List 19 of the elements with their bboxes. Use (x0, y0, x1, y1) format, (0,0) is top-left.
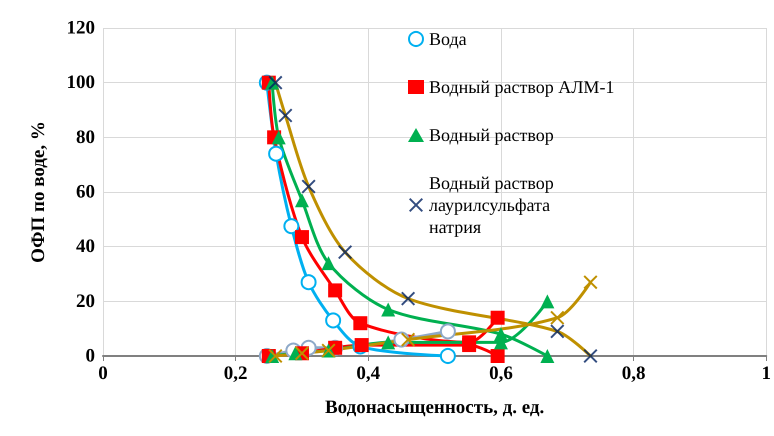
y-tick-label: 40 (76, 236, 95, 258)
x-tick-label: 0 (98, 363, 108, 384)
y-tick-label: 60 (76, 182, 95, 202)
y-tick-label: 100 (66, 72, 95, 94)
legend-label: Водный раствор (429, 125, 554, 145)
y-tick-label: 20 (76, 290, 95, 312)
y-tick-label: 0 (86, 346, 95, 366)
legend-label: Водный раствор АЛМ-1 (429, 77, 614, 97)
x-tick-label: 0,6 (489, 363, 513, 384)
y-tick-label: 120 (66, 18, 95, 38)
y-axis-title: ОФП по воде, % (28, 121, 49, 263)
legend-label: Водный раствор лаурилсульфата натрия (429, 173, 558, 237)
x-tick-label: 1 (762, 363, 771, 384)
x-tick-label: 0,2 (224, 363, 248, 384)
legend-label: Вода (429, 29, 467, 49)
x-tick-label: 0,4 (356, 363, 381, 384)
y-tick-label: 80 (76, 126, 95, 148)
x-axis-title: Водонасыщенность, д. ед. (324, 397, 544, 418)
x-tick-label: 0,8 (622, 363, 646, 384)
